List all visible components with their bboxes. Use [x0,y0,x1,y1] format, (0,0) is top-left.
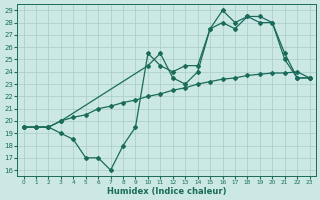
X-axis label: Humidex (Indice chaleur): Humidex (Indice chaleur) [107,187,226,196]
